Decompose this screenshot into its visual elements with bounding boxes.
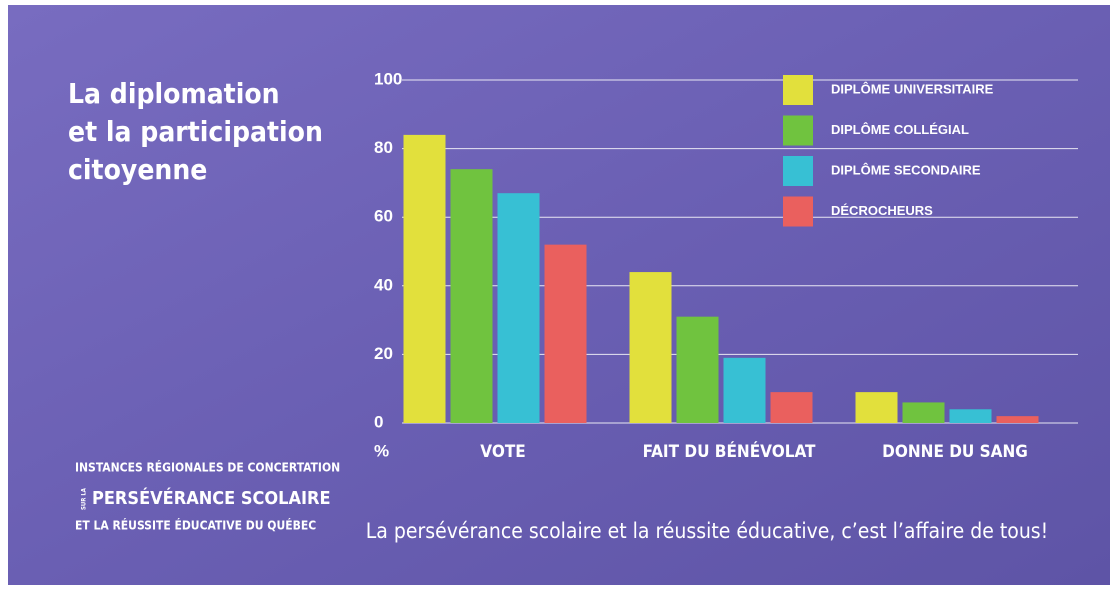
legend-label: DÉCROCHEURS: [831, 203, 933, 218]
bar: [950, 409, 992, 423]
bar: [630, 272, 672, 423]
bar: [771, 392, 813, 423]
y-tick-label: 60: [374, 207, 393, 226]
y-tick-label: 20: [374, 344, 393, 363]
page: La diplomation et la participation citoyen…: [0, 0, 1116, 589]
legend-swatch: [783, 116, 813, 146]
y-tick-label: 80: [374, 138, 393, 157]
logo: INSTANCES RÉGIONALES DE CONCERTATION SUR …: [75, 460, 340, 533]
bar: [997, 416, 1039, 423]
y-tick-label: 0: [374, 412, 383, 431]
bar: [856, 392, 898, 423]
y-unit: %: [374, 441, 389, 460]
x-tick-label: DONNE DU SANG: [882, 442, 1028, 462]
title-line: La diplomation: [68, 77, 280, 110]
bar: [545, 245, 587, 423]
bar: [404, 135, 446, 423]
title-line: citoyenne: [68, 153, 207, 186]
legend-swatch: [783, 197, 813, 227]
logo-line: PERSÉVÉRANCE SCOLAIRE: [92, 487, 331, 509]
bar: [498, 193, 540, 423]
legend-label: DIPLÔME SECONDAIRE: [831, 162, 981, 177]
chart: La diplomation et la participation citoyen…: [0, 0, 1116, 589]
bar: [451, 169, 493, 423]
bar: [724, 358, 766, 423]
logo-line: ET LA RÉUSSITE ÉDUCATIVE DU QUÉBEC: [75, 518, 316, 533]
x-tick-label: FAIT DU BÉNÉVOLAT: [643, 440, 816, 462]
x-tick-label: VOTE: [480, 442, 525, 462]
logo-line: SUR LA: [81, 487, 88, 510]
legend-label: DIPLÔME COLLÉGIAL: [831, 122, 969, 137]
bar: [903, 402, 945, 423]
y-tick-label: 40: [374, 275, 393, 294]
title-line: et la participation: [68, 115, 323, 148]
tagline: La persévérance scolaire et la réussite …: [366, 519, 1048, 543]
logo-line: INSTANCES RÉGIONALES DE CONCERTATION: [75, 460, 340, 475]
bar: [677, 317, 719, 423]
y-tick-label: 100: [374, 69, 402, 88]
legend-label: DIPLÔME UNIVERSITAIRE: [831, 81, 994, 96]
legend-swatch: [783, 156, 813, 186]
legend-swatch: [783, 75, 813, 105]
